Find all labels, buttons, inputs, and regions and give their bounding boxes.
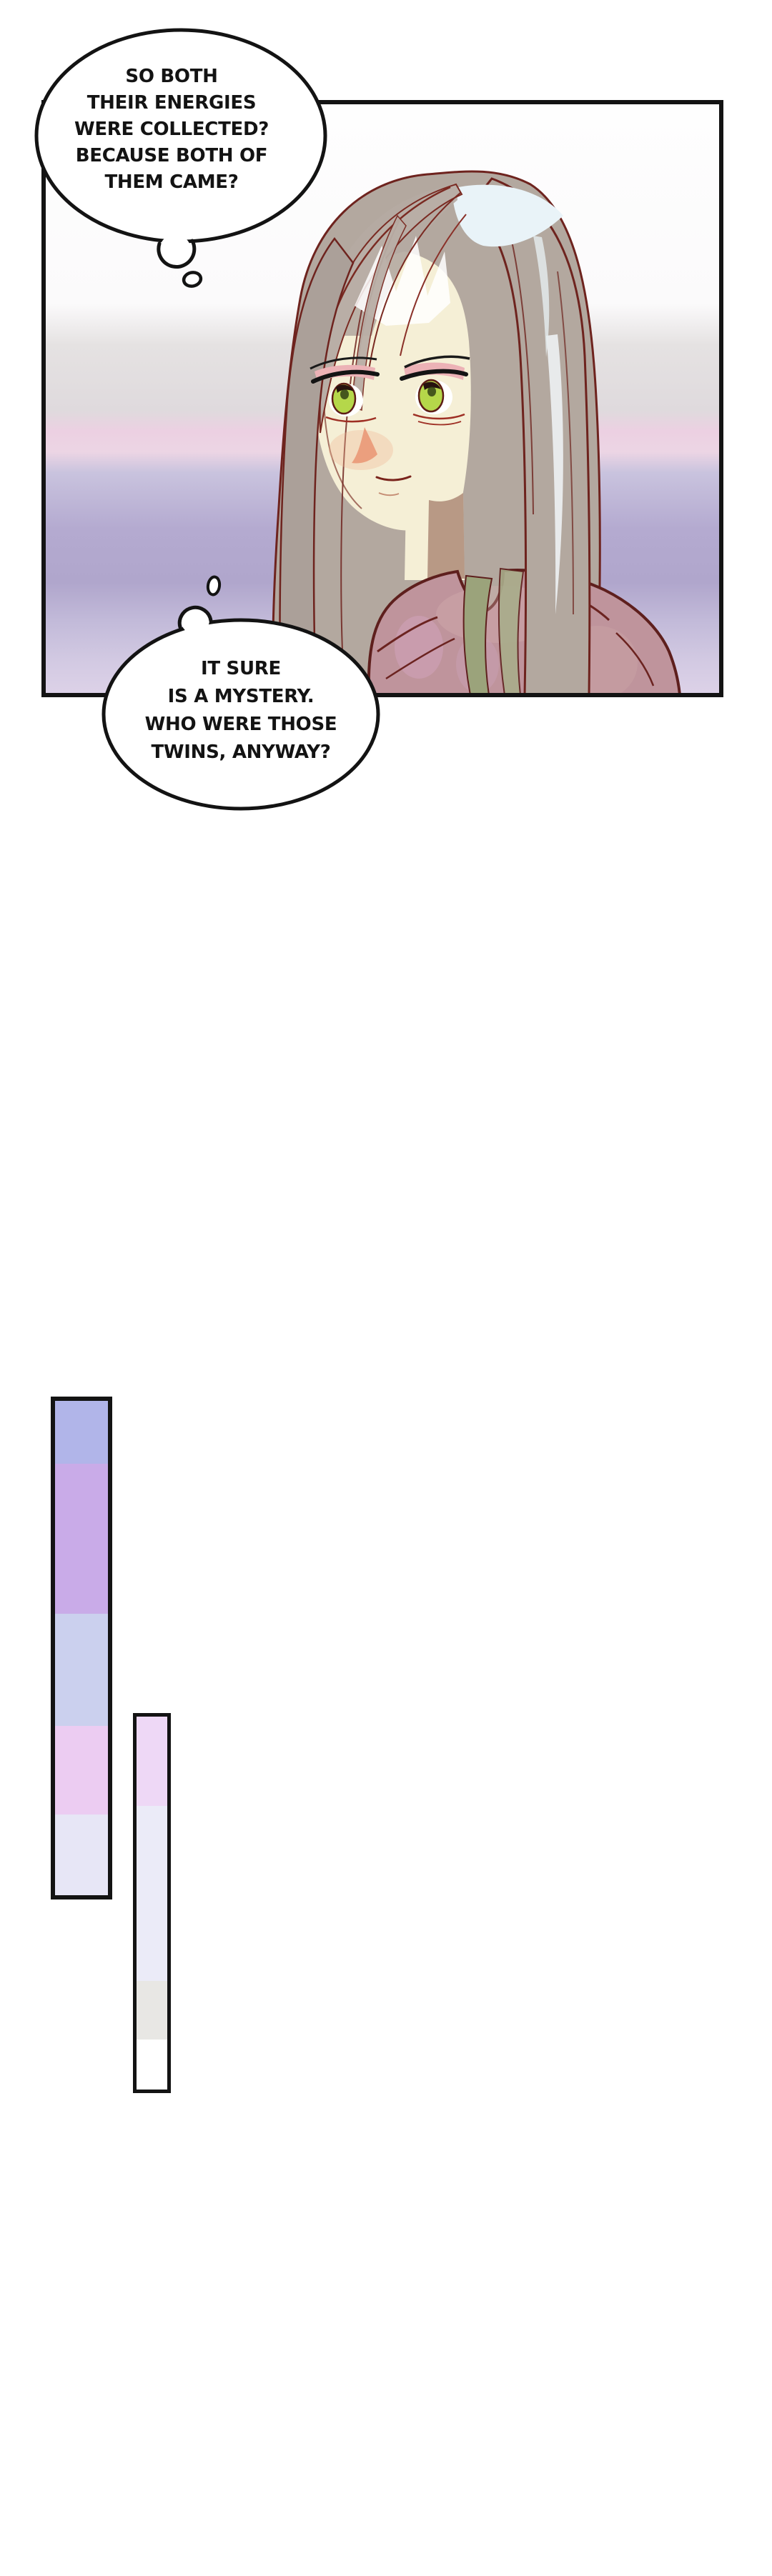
thought-bubble-1 [34, 28, 327, 288]
bar-1-segment [55, 1725, 108, 1814]
character [271, 170, 681, 693]
bar-1-segment [55, 1401, 108, 1464]
lip-shadow [378, 492, 400, 496]
left-eye [310, 356, 380, 423]
bar-1-segment [55, 1463, 108, 1614]
bar-1-segment [55, 1814, 108, 1896]
bar-2-segment [137, 1980, 167, 2040]
thought-dot [182, 271, 203, 288]
bar-1-segment [55, 1614, 108, 1726]
bar-2-segment [137, 1806, 167, 1981]
comic-panel-scene [34, 28, 723, 811]
thought-bubble-2 [102, 575, 380, 811]
thought-bump [157, 239, 197, 269]
thought-dot [206, 575, 222, 596]
panel-border [41, 100, 723, 697]
thought-bump [177, 605, 213, 629]
hair-right-lock [468, 177, 591, 693]
mouth [375, 475, 412, 481]
thought-bubble-1-text: SO BOTH THEIR ENERGIES WERE COLLECTED? B… [74, 66, 269, 193]
decorative-gradient-bar-1 [51, 1397, 112, 1899]
nose-shadow [352, 427, 377, 464]
right-eye [400, 355, 470, 426]
thought-bubble-2-text: IT SURE IS A MYSTERY. WHO WERE THOSE TWI… [144, 658, 337, 763]
hair-tip-strand [462, 574, 493, 693]
neck-shadow [427, 493, 465, 579]
decorative-gradient-bar-2 [133, 1713, 171, 2093]
hair-tip-strand [498, 567, 525, 693]
hair-bangs [279, 183, 563, 693]
bar-2-segment [137, 1717, 167, 1807]
bar-2-segment [137, 2039, 167, 2090]
